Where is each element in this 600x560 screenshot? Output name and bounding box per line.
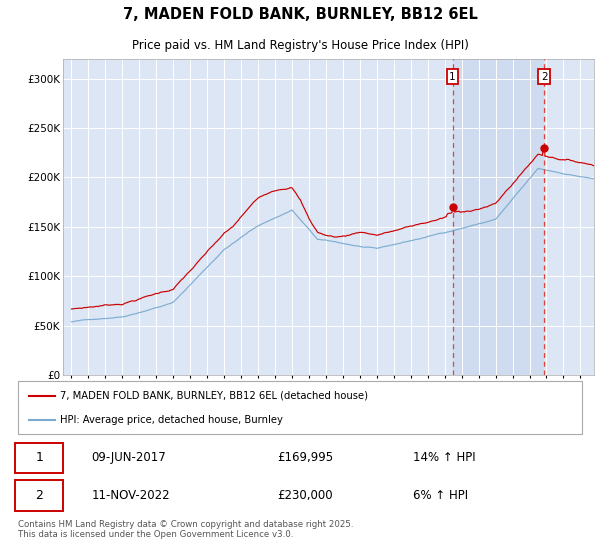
Text: HPI: Average price, detached house, Burnley: HPI: Average price, detached house, Burn… bbox=[60, 414, 283, 424]
Text: Price paid vs. HM Land Registry's House Price Index (HPI): Price paid vs. HM Land Registry's House … bbox=[131, 39, 469, 53]
Text: 1: 1 bbox=[35, 451, 43, 464]
Text: £169,995: £169,995 bbox=[277, 451, 334, 464]
Text: 1: 1 bbox=[449, 72, 456, 82]
Text: 09-JUN-2017: 09-JUN-2017 bbox=[91, 451, 166, 464]
Bar bbox=[452, 59, 544, 375]
FancyBboxPatch shape bbox=[15, 480, 63, 511]
FancyBboxPatch shape bbox=[18, 381, 582, 434]
Text: 7, MADEN FOLD BANK, BURNLEY, BB12 6EL (detached house): 7, MADEN FOLD BANK, BURNLEY, BB12 6EL (d… bbox=[60, 391, 368, 401]
Text: £230,000: £230,000 bbox=[277, 489, 333, 502]
Text: 2: 2 bbox=[541, 72, 548, 82]
Text: 6% ↑ HPI: 6% ↑ HPI bbox=[413, 489, 468, 502]
Text: 7, MADEN FOLD BANK, BURNLEY, BB12 6EL: 7, MADEN FOLD BANK, BURNLEY, BB12 6EL bbox=[122, 7, 478, 22]
Text: Contains HM Land Registry data © Crown copyright and database right 2025.
This d: Contains HM Land Registry data © Crown c… bbox=[18, 520, 353, 539]
Text: 2: 2 bbox=[35, 489, 43, 502]
Text: 14% ↑ HPI: 14% ↑ HPI bbox=[413, 451, 475, 464]
FancyBboxPatch shape bbox=[15, 442, 63, 473]
Text: 11-NOV-2022: 11-NOV-2022 bbox=[91, 489, 170, 502]
